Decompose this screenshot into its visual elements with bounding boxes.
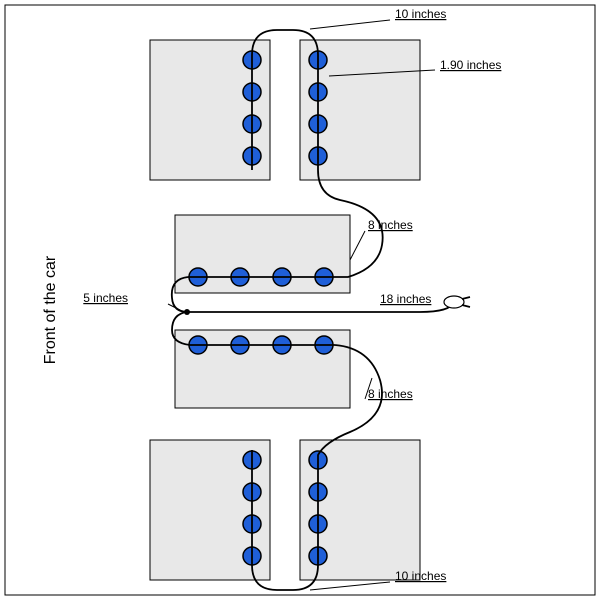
dimension-label: 8 inches [368, 218, 413, 232]
leader-6 [310, 582, 390, 590]
plug-body [444, 296, 464, 308]
dimension-label: 8 inches [368, 387, 413, 401]
side-label: Front of the car [42, 255, 59, 364]
dimension-label: 18 inches [380, 292, 431, 306]
leader-0 [310, 20, 390, 29]
dimension-label: 1.90 inches [440, 58, 501, 72]
dimension-label: 10 inches [395, 569, 446, 583]
leader-2 [350, 231, 365, 260]
junction [184, 309, 190, 315]
dimension-label: 5 inches [83, 291, 128, 305]
dimension-label: 10 inches [395, 7, 446, 21]
